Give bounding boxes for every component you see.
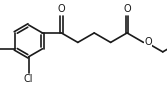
Text: O: O: [144, 37, 152, 47]
Text: Cl: Cl: [24, 74, 33, 84]
Text: O: O: [58, 4, 65, 14]
Text: O: O: [123, 4, 131, 14]
